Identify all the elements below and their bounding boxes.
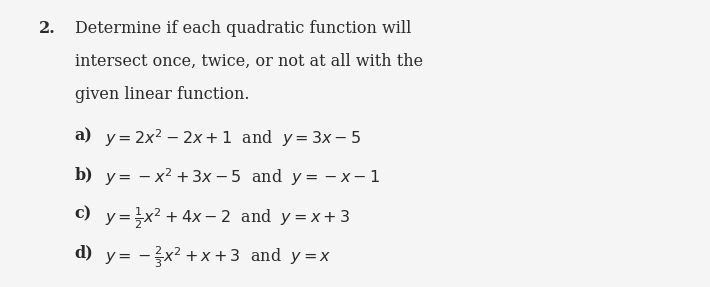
Text: $y = -\frac{2}{3}x^2 + x + 3$  and  $y = x$: $y = -\frac{2}{3}x^2 + x + 3$ and $y = x… — [105, 244, 332, 270]
Text: a): a) — [75, 128, 92, 145]
Text: Determine if each quadratic function will: Determine if each quadratic function wil… — [75, 20, 411, 37]
Text: given linear function.: given linear function. — [75, 86, 249, 103]
Text: intersect once, twice, or not at all with the: intersect once, twice, or not at all wit… — [75, 53, 422, 70]
Text: d): d) — [75, 244, 93, 261]
Text: b): b) — [75, 166, 93, 183]
Text: $y = -x^2 + 3x - 5$  and  $y = -x - 1$: $y = -x^2 + 3x - 5$ and $y = -x - 1$ — [105, 166, 380, 188]
Text: $y = \frac{1}{2}x^2 + 4x - 2$  and  $y = x + 3$: $y = \frac{1}{2}x^2 + 4x - 2$ and $y = x… — [105, 205, 350, 231]
Text: $y = 2x^2 - 2x + 1$  and  $y = 3x - 5$: $y = 2x^2 - 2x + 1$ and $y = 3x - 5$ — [105, 128, 361, 150]
Text: c): c) — [75, 205, 92, 222]
Text: 2.: 2. — [39, 20, 56, 37]
